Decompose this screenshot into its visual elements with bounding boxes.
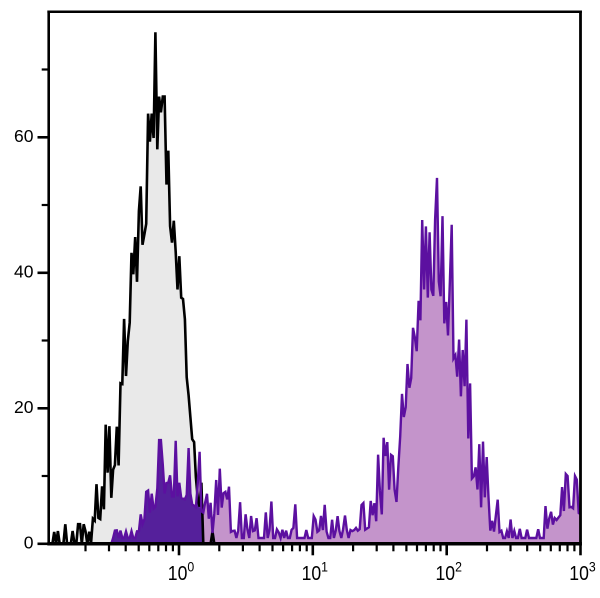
svg-text:0: 0 (24, 533, 34, 553)
svg-text:20: 20 (14, 397, 34, 417)
svg-text:40: 40 (14, 262, 34, 282)
svg-text:60: 60 (14, 126, 34, 146)
svg-text:103: 103 (569, 559, 595, 584)
